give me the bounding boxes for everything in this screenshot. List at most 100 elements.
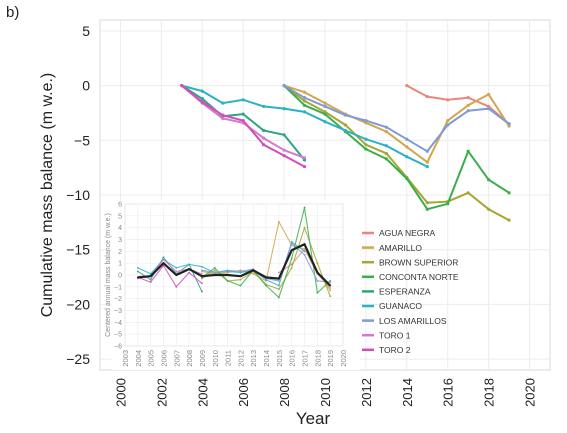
x-tick-label: 2000 [113, 378, 128, 407]
inset-data-point [175, 285, 178, 288]
data-point [487, 178, 491, 182]
inset-data-point [290, 249, 293, 252]
data-point [282, 84, 286, 88]
data-point [425, 201, 429, 205]
inset-data-point [226, 280, 229, 282]
inset-data-point [316, 271, 319, 274]
series-line [283, 84, 511, 153]
inset-data-point [201, 265, 203, 268]
inset-x-tick-label: 2009 [198, 350, 207, 367]
data-point [487, 104, 491, 109]
series-line [283, 84, 511, 164]
inset-data-point [175, 274, 178, 276]
data-point [384, 151, 388, 156]
inset-data-point [149, 275, 152, 278]
data-point [262, 128, 266, 133]
legend-item: ESPERANZA [362, 287, 431, 297]
data-point [302, 96, 307, 100]
inset-y-tick-label: 2 [118, 249, 122, 256]
inset-data-point [277, 288, 280, 291]
data-point [364, 121, 368, 125]
inset-data-point [303, 253, 306, 256]
inset-data-point [329, 289, 332, 292]
data-point [323, 104, 327, 109]
inset-data-point [316, 262, 319, 265]
y-tick-label: −5 [74, 132, 90, 148]
inset-y-tick-label: 3 [118, 237, 122, 244]
inset-data-point [329, 284, 332, 287]
data-point [241, 98, 245, 102]
inset-data-point [329, 295, 332, 298]
legend-item: BROWN SUPERIOR [362, 257, 458, 267]
inset-data-point [252, 269, 255, 272]
inset-data-point [316, 280, 319, 282]
inset-data-point [149, 278, 152, 281]
legend-item: TORO 1 [362, 330, 411, 340]
legend-item: AMARILLO [362, 243, 422, 253]
y-tick-label: 0 [82, 78, 90, 94]
inset-x-tick-label: 2005 [147, 350, 156, 367]
inset-data-point [149, 281, 152, 283]
inset-x-tick-label: 2006 [159, 350, 168, 367]
inset-data-point [175, 270, 178, 273]
data-point [507, 191, 511, 195]
data-point [425, 149, 429, 153]
inset-data-point [277, 284, 280, 287]
inset-y-tick-label: −6 [114, 344, 122, 351]
inset-data-point [277, 296, 280, 299]
inset-data-point [290, 257, 293, 260]
inset-x-tick-label: 2019 [326, 350, 335, 367]
data-point [405, 137, 409, 141]
data-point [323, 120, 327, 124]
y-tick-label: 5 [82, 23, 90, 39]
legend-item: GUANACO [362, 301, 422, 311]
inset-data-point [303, 226, 306, 229]
inset-data-point [213, 271, 216, 274]
inset-data-point [201, 275, 203, 278]
data-point [302, 110, 307, 114]
data-point [323, 101, 327, 105]
inset-x-tick-label: 2014 [262, 350, 271, 367]
data-point [384, 125, 388, 129]
inset-data-point [136, 270, 139, 273]
series-los-amarillos [282, 84, 511, 153]
legend-label: LOS AMARILLOS [379, 316, 447, 326]
data-point [405, 176, 409, 181]
inset-x-tick-label: 2015 [275, 350, 284, 367]
x-tick-label: 2008 [277, 378, 292, 407]
data-point [364, 137, 368, 141]
inset-data-point [303, 250, 306, 253]
legend-item: TORO 2 [362, 345, 411, 355]
inset-series-line [137, 243, 331, 287]
inset-y-tick-label: 5 [118, 213, 122, 220]
data-point [507, 124, 511, 128]
data-point [364, 119, 368, 123]
data-point [425, 164, 429, 169]
x-tick-label: 2004 [195, 378, 210, 407]
data-point [221, 116, 225, 121]
x-tick-label: 2018 [482, 378, 497, 407]
data-point [302, 156, 307, 160]
data-point [302, 164, 307, 169]
inset-x-tick-label: 2008 [185, 350, 194, 367]
inset-data-point [213, 267, 216, 269]
data-point [446, 119, 450, 123]
inset-data-point [252, 272, 255, 275]
data-point [302, 158, 307, 162]
data-point [425, 94, 429, 99]
data-point [364, 143, 368, 147]
inset-x-tick-label: 2016 [288, 350, 297, 367]
inset-data-point [303, 206, 306, 209]
inset-y-axis-title: Centered annual mass balance (m w.e.) [105, 213, 112, 337]
data-point [384, 157, 388, 161]
inset-data-point [162, 262, 165, 265]
inset-y-tick-label: 6 [118, 202, 122, 209]
data-point [282, 148, 286, 152]
data-point [343, 128, 348, 133]
inset-series [136, 243, 332, 287]
data-point [302, 99, 307, 103]
legend-item: AGUA NEGRA [362, 228, 436, 238]
inset-data-point [201, 290, 203, 293]
inset-data-point [329, 281, 332, 283]
data-point [282, 106, 286, 111]
